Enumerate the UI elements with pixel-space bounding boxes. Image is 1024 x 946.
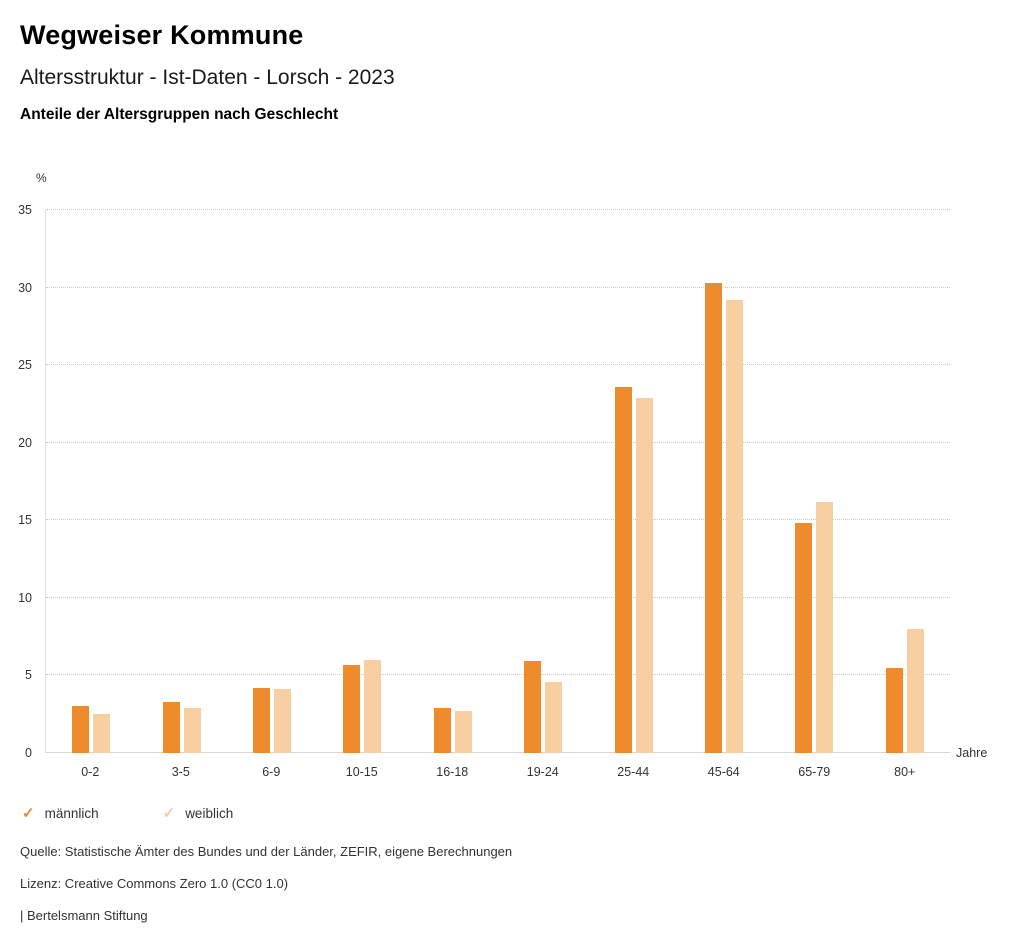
y-tick-label: 25 bbox=[18, 358, 32, 373]
x-tick-label-6-9: 6-9 bbox=[262, 765, 281, 779]
attribution-text: | Bertelsmann Stiftung bbox=[20, 908, 148, 923]
gridline bbox=[46, 519, 950, 521]
bar-weiblich-19-24[interactable] bbox=[545, 681, 563, 753]
bar-group-3-5 bbox=[136, 210, 226, 753]
x-tick-label-3-5: 3-5 bbox=[171, 765, 190, 779]
legend-item-weiblich[interactable]: ✓ weiblich bbox=[163, 804, 234, 822]
bar-group-65-79 bbox=[769, 210, 859, 753]
footer: Quelle: Statistische Ämter des Bundes un… bbox=[20, 844, 512, 940]
checkmark-icon: ✓ bbox=[162, 805, 176, 822]
bar-weiblich-80+[interactable] bbox=[906, 628, 924, 753]
bar-maennlich-19-24[interactable] bbox=[524, 661, 542, 753]
x-tick-label-16-18: 16-18 bbox=[436, 765, 469, 779]
bar-weiblich-10-15[interactable] bbox=[364, 659, 382, 753]
x-axis-line bbox=[46, 752, 950, 753]
x-tick-label-65-79: 65-79 bbox=[798, 765, 831, 779]
bar-weiblich-16-18[interactable] bbox=[454, 711, 472, 753]
gridline bbox=[46, 364, 950, 366]
legend-label: männlich bbox=[44, 805, 99, 821]
bar-weiblich-25-44[interactable] bbox=[635, 397, 653, 753]
bar-group-0-2 bbox=[46, 210, 136, 753]
bar-group-16-18 bbox=[408, 210, 498, 753]
gridline bbox=[46, 209, 950, 210]
bar-maennlich-45-64[interactable] bbox=[705, 282, 723, 753]
y-tick-label: 15 bbox=[18, 513, 32, 528]
license-text: Lizenz: Creative Commons Zero 1.0 (CC0 1… bbox=[20, 876, 289, 891]
x-tick-label-10-15: 10-15 bbox=[345, 765, 378, 779]
bar-maennlich-0-2[interactable] bbox=[72, 706, 90, 753]
y-axis: 0 5 10 15 20 25 30 35 bbox=[0, 203, 36, 760]
source-text: Quelle: Statistische Ämter des Bundes un… bbox=[20, 844, 513, 859]
checkmark-icon: ✓ bbox=[22, 805, 35, 822]
legend-label: weiblich bbox=[185, 805, 234, 821]
bar-maennlich-65-79[interactable] bbox=[795, 523, 813, 753]
bar-weiblich-65-79[interactable] bbox=[816, 501, 834, 753]
x-tick-label-80+: 80+ bbox=[894, 765, 916, 779]
bar-maennlich-3-5[interactable] bbox=[162, 701, 180, 753]
y-tick-label: 10 bbox=[18, 590, 32, 605]
bar-maennlich-16-18[interactable] bbox=[433, 708, 451, 753]
x-axis: 0-2 3-5 6-9 10-15 16-18 19-24 25-44 45-64 65-79 8… bbox=[45, 765, 950, 779]
x-tick-label-0-2: 0-2 bbox=[81, 765, 100, 779]
bar-group-6-9 bbox=[227, 210, 317, 753]
y-tick-label: 0 bbox=[25, 746, 32, 760]
x-tick-label-25-44: 25-44 bbox=[617, 765, 650, 779]
y-tick-label: 5 bbox=[25, 668, 32, 683]
bar-group-80+ bbox=[860, 210, 950, 753]
bar-chart: % 0 5 10 15 20 25 30 35 0-2 3-5 6-9 10-15 16-18 19-2… bbox=[0, 165, 1024, 790]
y-tick-label: 35 bbox=[18, 203, 32, 217]
bar-maennlich-6-9[interactable] bbox=[253, 687, 271, 753]
legend: ✓ männlich ✓ weiblich bbox=[22, 804, 233, 822]
bar-group-19-24 bbox=[498, 210, 588, 753]
chart-heading: Anteile der Altersgruppen nach Geschlech… bbox=[20, 106, 339, 123]
gridline bbox=[46, 441, 950, 443]
bar-groups bbox=[46, 210, 950, 753]
bar-maennlich-80+[interactable] bbox=[885, 667, 903, 753]
bar-group-25-44 bbox=[588, 210, 678, 753]
y-tick-label: 30 bbox=[18, 280, 32, 295]
x-tick-label-19-24: 19-24 bbox=[526, 765, 559, 779]
bar-maennlich-10-15[interactable] bbox=[343, 664, 361, 753]
gridline bbox=[46, 674, 950, 676]
bar-group-45-64 bbox=[679, 210, 769, 753]
bar-weiblich-0-2[interactable] bbox=[93, 714, 111, 753]
bar-maennlich-25-44[interactable] bbox=[614, 386, 632, 753]
chart-subtitle: Altersstruktur - Ist-Daten - Lorsch - 20… bbox=[20, 66, 395, 89]
y-axis-unit-label: % bbox=[36, 171, 47, 185]
page-title: Wegweiser Kommune bbox=[20, 20, 304, 50]
bar-weiblich-3-5[interactable] bbox=[183, 708, 201, 753]
legend-item-maennlich[interactable]: ✓ männlich bbox=[22, 804, 99, 822]
gridline bbox=[46, 286, 950, 288]
bar-group-10-15 bbox=[317, 210, 407, 753]
y-tick-label: 20 bbox=[18, 435, 32, 450]
x-axis-unit-label: Jahre bbox=[956, 746, 988, 760]
bar-weiblich-6-9[interactable] bbox=[274, 689, 292, 753]
plot-area bbox=[45, 209, 950, 753]
gridline bbox=[46, 596, 950, 598]
bar-weiblich-45-64[interactable] bbox=[726, 299, 744, 753]
x-tick-label-45-64: 45-64 bbox=[707, 765, 740, 779]
